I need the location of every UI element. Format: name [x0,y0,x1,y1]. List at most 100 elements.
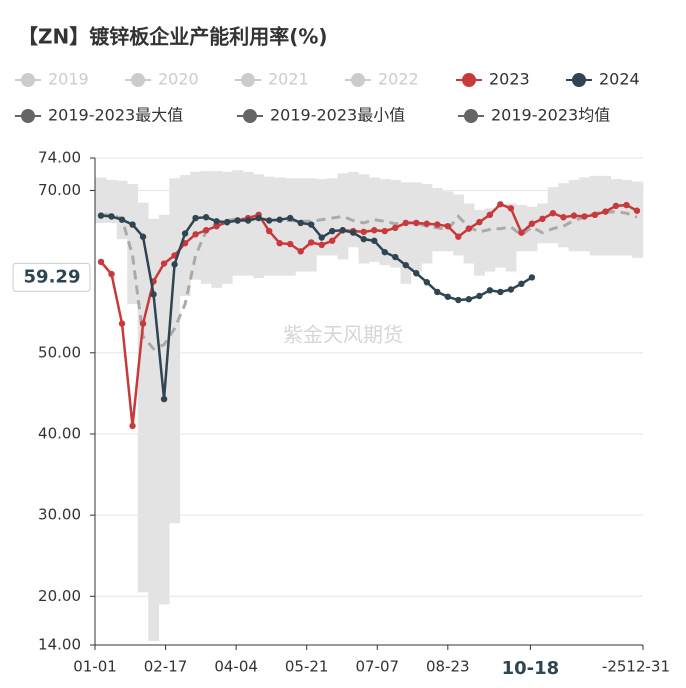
band-step [211,170,223,288]
series-point [297,219,304,227]
legend-label: 2019-2023最小值 [270,106,405,125]
series-point [160,395,168,403]
band-step [95,177,107,223]
legend-label: 2024 [599,70,640,89]
series-point [265,217,273,224]
series-point [129,221,136,228]
series-point [286,214,294,222]
x-tick-label: 05-21 [285,658,329,676]
band-step [221,171,233,284]
x-tick-label: 02-17 [144,658,188,676]
series-point [213,218,220,225]
legend-marker [464,109,478,123]
y-tick-label: 30.00 [38,506,81,524]
series-point [276,216,283,223]
y-tick-label: 50.00 [38,343,81,361]
band-step [610,179,622,256]
series-point [560,214,567,221]
series-point [570,212,578,219]
band-step [316,179,328,256]
series-point [423,220,431,227]
band-step [463,203,475,264]
band-step [526,206,538,252]
series-point [318,234,325,241]
series-point [539,215,546,223]
legend-marker [131,73,145,87]
series-point [360,228,367,236]
series-point [528,220,536,227]
band-step [411,182,422,272]
band-step [516,205,527,252]
band-step [379,179,391,266]
series-point [612,202,620,210]
series-point [518,229,525,236]
series-point [623,201,630,209]
y-pointer-label: 59.29 [24,266,81,287]
series-point [307,239,315,246]
series-point [444,222,452,230]
band-step [347,171,359,248]
series-point [392,253,399,261]
series-point [413,219,420,227]
legend-marker [21,73,35,87]
band-step [621,179,633,256]
series-point [497,201,504,208]
series-point [518,280,525,288]
band-step [190,171,202,280]
series-point [413,270,420,277]
series-point [350,229,357,236]
y-tick-label: 70.00 [38,181,81,199]
series-point [244,217,252,224]
series-point [602,208,609,215]
series-point [213,222,220,230]
legend-label: 2021 [268,70,309,89]
band-step [106,179,118,223]
series-point [255,214,262,222]
series-point [223,218,231,226]
series-point [139,233,147,240]
legend-marker [572,73,586,87]
y-tick-label: 14.00 [38,636,81,654]
series-point [329,237,336,244]
series-point [150,291,157,298]
series-point [549,209,557,217]
series-point [486,287,494,294]
series-point [371,237,378,244]
band-step [284,178,296,276]
series-point [497,288,504,296]
legend-marker [241,73,255,87]
series-point [139,320,147,327]
band-step [242,171,254,276]
y-tick-label: 20.00 [38,587,81,605]
series-point [633,207,641,214]
band-step [453,194,464,256]
y-pointer-box [12,262,91,292]
series-point [118,216,126,223]
band-step [474,209,485,276]
legend-label: 2019-2023最大值 [48,106,183,125]
legend-label: 2019 [48,70,89,89]
band-step [148,218,160,641]
band-step [495,208,506,268]
series-point [434,288,441,296]
series-point [581,213,588,220]
x-tick-label: 08-23 [426,658,470,676]
y-tick-label: 74.00 [38,149,81,167]
series-point [507,286,515,293]
band-step [158,214,170,605]
band-step [274,177,286,276]
series-point [402,261,409,269]
band-step [253,174,265,279]
band-step [600,175,612,256]
band-step [169,178,181,524]
band-step [116,180,128,240]
band-step [432,188,443,252]
series-point [455,296,462,304]
series-point [329,227,336,235]
series-point [286,240,294,248]
watermark: 紫金天风期货 [283,323,403,347]
x-tick-label: -2512-31 [602,658,670,676]
series-point [97,212,105,219]
series-point [276,240,283,247]
